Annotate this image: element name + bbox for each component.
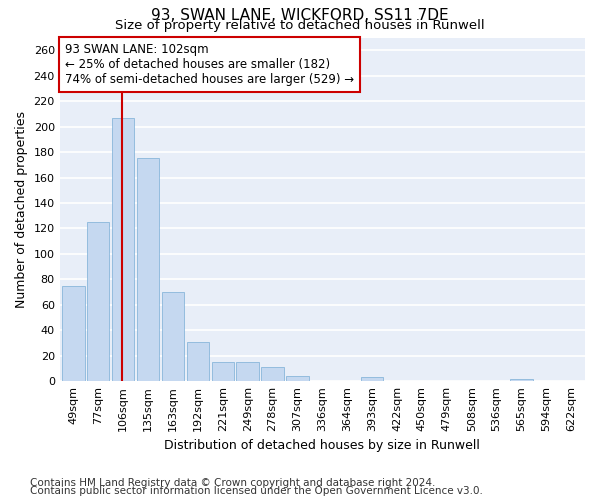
- Bar: [162, 292, 184, 381]
- Bar: [286, 376, 308, 381]
- Y-axis label: Number of detached properties: Number of detached properties: [15, 111, 28, 308]
- Text: Contains public sector information licensed under the Open Government Licence v3: Contains public sector information licen…: [30, 486, 483, 496]
- Bar: [87, 222, 109, 381]
- Bar: [187, 342, 209, 381]
- Bar: [212, 362, 234, 381]
- Bar: [236, 362, 259, 381]
- Bar: [62, 286, 85, 381]
- Bar: [112, 118, 134, 381]
- Text: 93 SWAN LANE: 102sqm
← 25% of detached houses are smaller (182)
74% of semi-deta: 93 SWAN LANE: 102sqm ← 25% of detached h…: [65, 42, 354, 86]
- Bar: [262, 367, 284, 381]
- Text: Contains HM Land Registry data © Crown copyright and database right 2024.: Contains HM Land Registry data © Crown c…: [30, 478, 436, 488]
- X-axis label: Distribution of detached houses by size in Runwell: Distribution of detached houses by size …: [164, 440, 480, 452]
- Text: 93, SWAN LANE, WICKFORD, SS11 7DE: 93, SWAN LANE, WICKFORD, SS11 7DE: [151, 8, 449, 22]
- Bar: [137, 158, 159, 381]
- Text: Size of property relative to detached houses in Runwell: Size of property relative to detached ho…: [115, 18, 485, 32]
- Bar: [361, 378, 383, 381]
- Bar: [511, 378, 533, 381]
